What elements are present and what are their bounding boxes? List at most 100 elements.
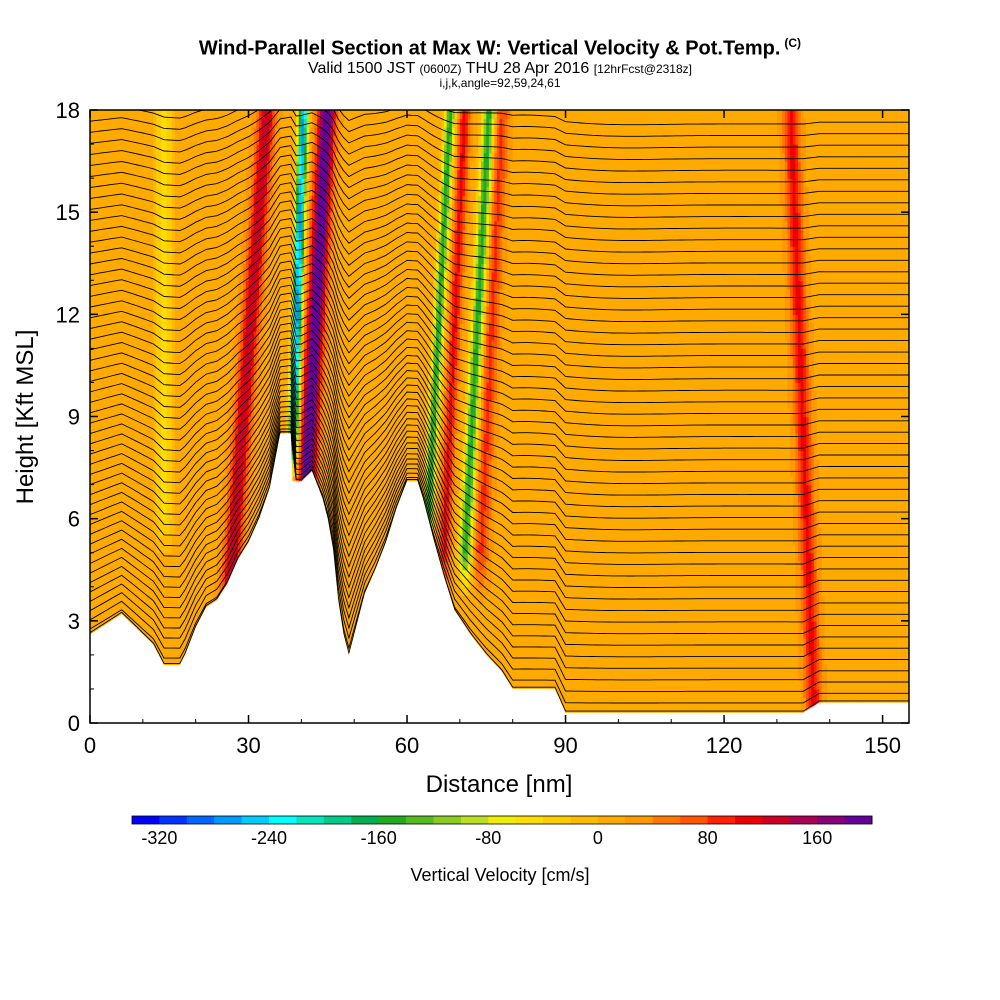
heatmap-cell xyxy=(116,229,120,239)
heatmap-cell xyxy=(95,237,99,247)
heatmap-cell xyxy=(129,254,133,264)
heatmap-cell xyxy=(134,552,139,562)
heatmap-cell xyxy=(105,348,110,358)
heatmap-cell xyxy=(132,390,136,401)
heatmap-cell xyxy=(100,407,104,418)
heatmap-cell xyxy=(113,407,118,418)
heatmap-cell xyxy=(97,246,102,256)
heatmap-cell xyxy=(129,484,133,494)
heatmap-cell xyxy=(95,433,99,443)
heatmap-cell xyxy=(116,237,120,247)
heatmap-cell xyxy=(95,561,99,571)
heatmap-cell xyxy=(92,586,96,596)
heatmap-cell xyxy=(116,578,120,588)
heatmap-cell xyxy=(92,399,96,409)
heatmap-cell xyxy=(108,356,112,367)
heatmap-cell xyxy=(129,203,133,213)
heatmap-cell xyxy=(119,569,123,579)
heatmap-cell xyxy=(121,390,125,401)
heatmap-cell xyxy=(97,195,102,205)
heatmap-cell xyxy=(119,152,123,162)
heatmap-cell xyxy=(121,348,125,358)
heatmap-cell xyxy=(124,161,128,171)
heatmap-cell xyxy=(132,484,136,494)
heatmap-cell xyxy=(116,442,120,452)
heatmap-cell xyxy=(119,476,123,486)
heatmap-cell xyxy=(97,263,102,273)
heatmap-cell xyxy=(113,220,118,230)
heatmap-cell xyxy=(105,442,110,452)
heatmap-cell xyxy=(100,450,104,460)
heatmap-cell xyxy=(108,127,112,137)
heatmap-cell xyxy=(132,314,136,324)
heatmap-cell xyxy=(121,212,125,222)
heatmap-cell xyxy=(100,169,104,179)
heatmap-cell xyxy=(105,569,110,579)
grid-info: i,j,k,angle=92,59,24,61 xyxy=(0,76,1000,90)
heatmap-cell xyxy=(126,544,131,554)
heatmap-cell xyxy=(113,535,118,545)
heatmap-cell xyxy=(90,578,94,588)
heatmap-cell xyxy=(97,527,102,537)
heatmap-cell xyxy=(121,518,125,528)
heatmap-cell xyxy=(126,603,131,613)
heatmap-cell xyxy=(111,169,115,179)
heatmap-cell xyxy=(116,305,120,315)
heatmap-cell xyxy=(108,552,112,562)
heatmap-cell xyxy=(100,229,104,239)
heatmap-cell xyxy=(124,229,128,239)
heatmap-cell xyxy=(119,518,123,528)
heatmap-cell xyxy=(124,561,128,571)
heatmap-cell xyxy=(100,237,104,247)
heatmap-cell xyxy=(119,288,123,298)
heatmap-cell xyxy=(132,110,136,120)
heatmap-cell xyxy=(126,433,131,443)
heatmap-cell xyxy=(119,552,123,562)
heatmap-cell xyxy=(132,135,136,145)
heatmap-cell xyxy=(92,612,96,622)
heatmap-cell xyxy=(90,110,94,120)
heatmap-cell xyxy=(119,144,123,154)
heatmap-cell xyxy=(108,373,112,384)
heatmap-cell xyxy=(105,229,110,239)
heatmap-cell xyxy=(108,254,112,264)
heatmap-cell xyxy=(90,339,94,349)
heatmap-cell xyxy=(111,365,115,375)
heatmap-cell xyxy=(105,476,110,486)
heatmap-cell xyxy=(124,288,128,298)
heatmap-cell xyxy=(105,484,110,494)
heatmap-cell xyxy=(90,510,94,520)
heatmap-cell xyxy=(108,110,112,120)
heatmap-cell xyxy=(132,407,136,418)
heatmap-cell xyxy=(121,305,125,315)
heatmap-cell xyxy=(97,152,102,162)
heatmap-cell xyxy=(126,203,131,213)
heatmap-cell xyxy=(90,280,94,290)
heatmap-cell xyxy=(129,399,133,409)
heatmap-cell xyxy=(92,373,96,384)
heatmap-cell xyxy=(105,314,110,324)
heatmap-cell xyxy=(132,433,136,443)
heatmap-cell xyxy=(129,118,133,128)
heatmap-cell xyxy=(129,229,133,239)
heatmap-cell xyxy=(108,288,112,298)
heatmap-cell xyxy=(121,459,125,469)
heatmap-cell xyxy=(116,110,120,120)
heatmap-cell xyxy=(100,314,104,324)
heatmap-cell xyxy=(92,254,96,264)
heatmap-cell xyxy=(129,595,133,605)
heatmap-cell xyxy=(119,280,123,290)
heatmap-cell xyxy=(108,510,112,520)
heatmap-cell xyxy=(132,620,136,630)
heatmap-cell xyxy=(124,578,128,588)
heatmap-cell xyxy=(119,493,123,503)
heatmap-cell xyxy=(116,433,120,443)
heatmap-cell xyxy=(121,322,125,332)
heatmap-cell xyxy=(116,399,120,409)
heatmap-cell xyxy=(90,169,94,179)
heatmap-cell xyxy=(108,450,112,460)
heatmap-cell xyxy=(111,195,115,205)
heatmap-cell xyxy=(119,425,123,435)
heatmap-cell xyxy=(134,603,139,613)
heatmap-cell xyxy=(113,229,118,239)
